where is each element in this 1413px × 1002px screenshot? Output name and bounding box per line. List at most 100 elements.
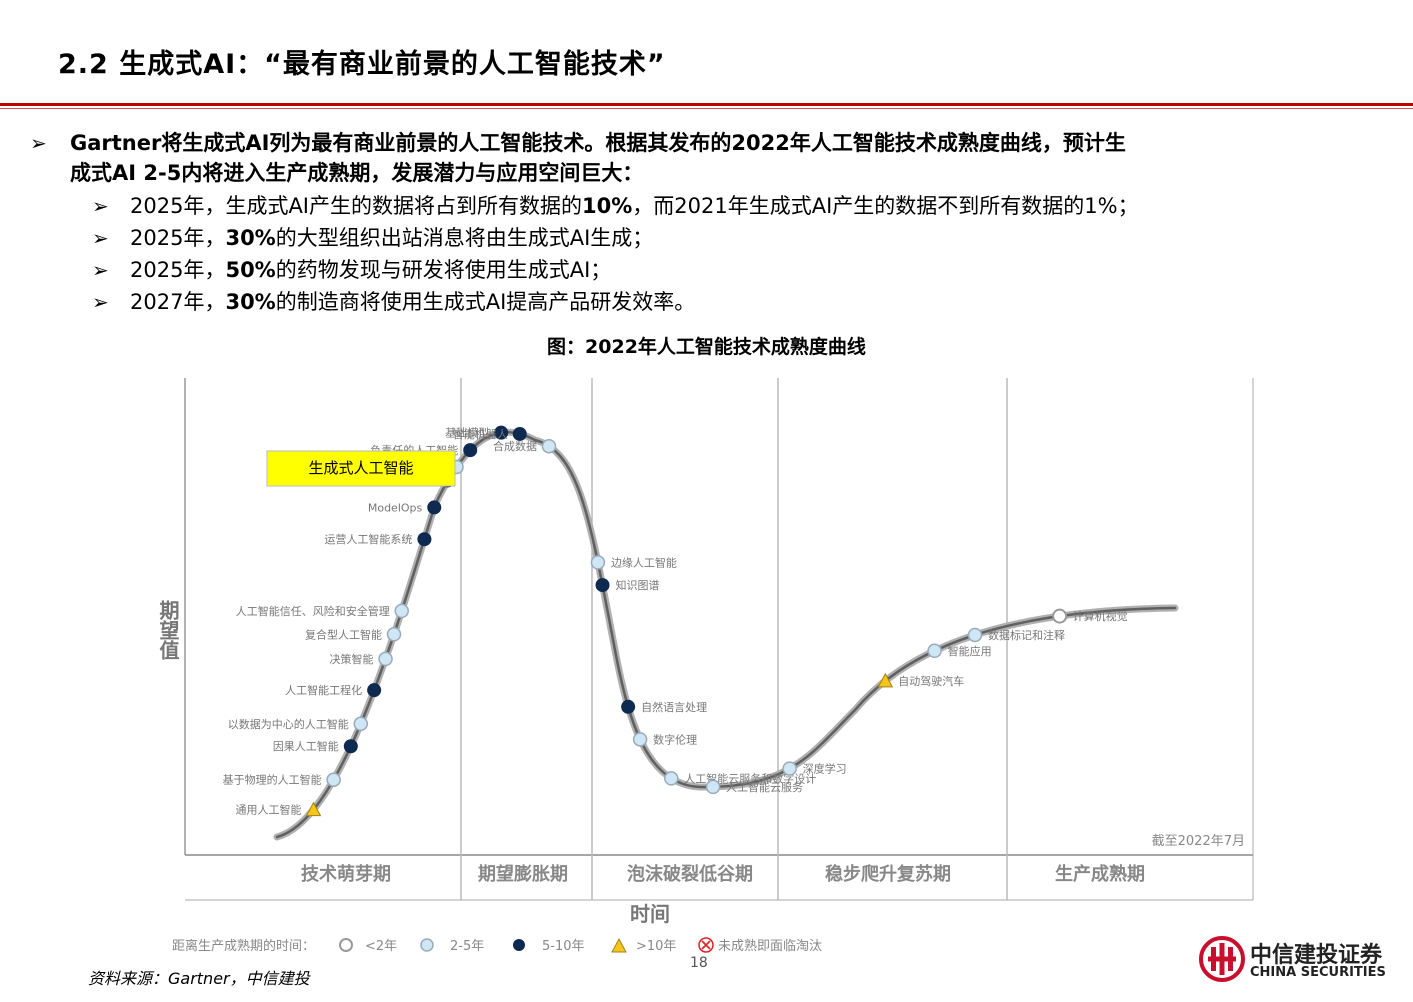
phase-label: 期望膨胀期 — [478, 863, 568, 885]
sub-bullet-text: 2025年， — [130, 226, 226, 250]
hype-cycle-chart: 期望值 技术萌芽期 期望膨胀期 泡沫破裂低谷期 稳步爬升复苏期 生产成熟期 时间… — [156, 378, 1254, 954]
phase-label: 技术萌芽期 — [301, 863, 391, 885]
bullet-arrow-icon: ➢ — [92, 258, 109, 282]
technology-marker — [877, 672, 894, 688]
sub-bullet-text: 2025年，生成式AI产生的数据将占到所有数据的 — [130, 194, 583, 218]
bullet-arrow-icon: ➢ — [92, 194, 109, 218]
technology-label: 因果人工智能 — [273, 739, 339, 753]
phase-label: 泡沫破裂低谷期 — [627, 863, 753, 885]
technology-marker — [463, 443, 478, 458]
legend-marker-2-5 — [420, 938, 434, 952]
sub-bullet-text: 的药物发现与研发将使用生成式AI； — [275, 258, 612, 282]
technology-marker — [621, 699, 636, 714]
main-bullet: ➢ Gartner将生成式AI列为最有商业前景的人工智能技术。根据其发布的202… — [30, 128, 1400, 188]
sub-bullet-text: 的大型组织出站消息将由生成式AI生成； — [275, 226, 654, 250]
legend-marker-gt10 — [611, 937, 627, 953]
title-divider — [0, 103, 1413, 106]
technology-label: 基于物理的人工智能 — [223, 773, 322, 787]
legend: 距离生产成熟期的时间： <2年 2-5年 5-10年 >10年 未成熟即面临淘汰 — [172, 937, 822, 954]
bullet-arrow-icon: ➢ — [92, 226, 109, 250]
citic-logo-icon — [1199, 936, 1245, 982]
legend-label: <2年 — [365, 939, 397, 954]
sub-bullet: ➢ 2027年，30%的制造商将使用生成式AI提高产品研发效率。 — [30, 286, 1400, 318]
logo-text-cn: 中信建投证券 — [1250, 943, 1383, 968]
technology-label: 深度学习 — [803, 762, 847, 776]
logo-text-en: CHINA SECURITIES — [1250, 965, 1386, 980]
generative-ai-callout-box — [266, 450, 456, 487]
sub-bullet: ➢ 2025年，生成式AI产生的数据将占到所有数据的10%，而2021年生成式A… — [30, 190, 1400, 222]
technology-marker — [305, 801, 322, 817]
technology-marker — [927, 643, 942, 659]
sub-bullet: ➢ 2025年，30%的大型组织出站消息将由生成式AI生成； — [30, 222, 1400, 254]
technology-marker — [367, 683, 382, 698]
technology-label: 人工智能工程化 — [285, 683, 362, 697]
technology-marker — [494, 425, 509, 440]
sub-bullet-highlight: 10% — [582, 194, 633, 218]
technology-marker — [590, 555, 606, 570]
legend-label: 5-10年 — [542, 939, 585, 954]
china-securities-logo: 中信建投证券 CHINA SECURITIES — [1198, 935, 1403, 985]
bullet-arrow-icon: ➢ — [30, 131, 47, 155]
as-of-note: 截至2022年7月 — [1152, 834, 1245, 849]
technology-marker — [541, 438, 557, 454]
technology-label: 合成数据 — [493, 439, 537, 453]
technology-label: 知识图谱 — [616, 578, 660, 592]
sub-bullet-text: 2025年， — [130, 258, 226, 282]
technology-marker — [632, 732, 648, 747]
generative-ai-callout: 生成式人工智能 — [308, 459, 413, 477]
technology-label: 决策智能 — [330, 652, 374, 666]
technology-label: 通用人工智能 — [235, 803, 301, 817]
technology-marker — [394, 603, 409, 619]
technology-label: 自然语言处理 — [641, 700, 707, 714]
main-bullet-line2: 成式AI 2-5内将进入生产成熟期，发展潜力与应用空间巨大： — [70, 161, 644, 185]
page-number: 18 — [690, 955, 708, 971]
x-axis-label: 时间 — [630, 902, 670, 926]
technology-marker — [705, 779, 721, 795]
sub-bullet-text: 2027年， — [130, 290, 226, 314]
hype-curve-core — [275, 431, 1177, 839]
technology-label: 边缘人工智能 — [611, 555, 677, 569]
technology-label: 数据标记和注释 — [988, 628, 1065, 642]
legend-label: >10年 — [636, 939, 676, 954]
technology-label: 人工智能信任、风险和安全管理 — [236, 604, 390, 618]
legend-title: 距离生产成熟期的时间： — [172, 938, 315, 954]
technology-marker — [343, 739, 358, 754]
technology-label: 智能机器人 — [453, 427, 508, 441]
technology-label: 基础模型 — [445, 426, 489, 440]
figure-title: 图：2022年人工智能技术成熟度曲线 — [547, 336, 866, 358]
technology-marker — [512, 426, 527, 441]
sub-bullet: ➢ 2025年，50%的药物发现与研发将使用生成式AI； — [30, 254, 1400, 286]
y-axis-label: 期望值 — [156, 600, 180, 661]
technology-marker — [417, 532, 432, 547]
sub-bullet-highlight: 30% — [225, 290, 276, 314]
technology-marker — [967, 627, 983, 643]
technology-label: 数字伦理 — [653, 732, 697, 746]
technology-marker — [1052, 608, 1068, 624]
main-bullet-line1: Gartner将生成式AI列为最有商业前景的人工智能技术。根据其发布的2022年… — [70, 131, 1126, 155]
legend-label: 未成熟即面临淘汰 — [718, 938, 822, 954]
phase-label: 稳步爬升复苏期 — [825, 863, 951, 885]
legend-marker-5-10 — [513, 939, 525, 951]
technology-marker — [782, 761, 797, 776]
legend-label: 2-5年 — [450, 939, 484, 954]
technology-marker — [664, 771, 679, 786]
technology-marker — [326, 772, 341, 787]
phase-label: 生产成熟期 — [1055, 863, 1145, 885]
technology-label: ModelOps — [368, 501, 423, 514]
technology-marker — [595, 578, 610, 593]
technology-marker — [427, 500, 442, 515]
technology-label: 人工智能云服务 — [726, 780, 803, 794]
technology-label: 计算机视觉 — [1073, 609, 1128, 623]
bullet-list: ➢ Gartner将生成式AI列为最有商业前景的人工智能技术。根据其发布的202… — [30, 128, 1400, 318]
legend-marker-lt2 — [339, 938, 353, 952]
obsolete-x-icon — [701, 940, 711, 950]
title-divider-thin — [0, 108, 1413, 109]
technology-marker — [353, 716, 369, 732]
source-note: 资料来源：Gartner，中信建投 — [88, 969, 310, 988]
technology-label: 复合型人工智能 — [305, 627, 382, 641]
technology-label: 以数据为中心的人工智能 — [228, 717, 349, 731]
sub-bullet-text: 的制造商将使用生成式AI提高产品研发效率。 — [275, 290, 696, 314]
technology-label: 自动驾驶汽车 — [898, 674, 964, 688]
sub-bullet-highlight: 30% — [225, 226, 276, 250]
technology-marker — [378, 651, 393, 667]
